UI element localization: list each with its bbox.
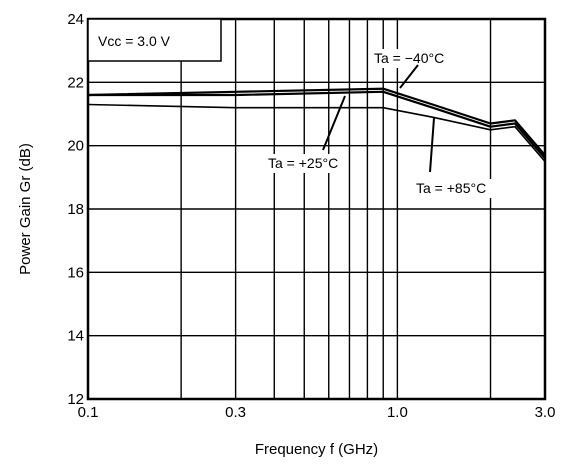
y-tick-label: 18 (67, 201, 84, 218)
x-tick-label: 0.1 (78, 404, 99, 421)
annotation-bg (265, 154, 347, 173)
annotation-label: Ta = +85°C (416, 180, 486, 196)
annotation-leader (322, 95, 346, 151)
annotation-bg (413, 179, 495, 198)
y-axis-label: Power Gain Gr (dB) (17, 143, 34, 275)
y-tick-label: 12 (67, 391, 84, 408)
tick-labels: 0.1 0.3 1.0 3.0 12 14 16 18 20 22 24 (67, 11, 555, 421)
series-line (88, 90, 546, 160)
annotation-bg (371, 49, 453, 68)
annotation-label: Ta = +25°C (268, 155, 338, 171)
x-tick-label: 3.0 (535, 404, 556, 421)
y-tick-label: 14 (67, 328, 84, 345)
plot-frame (86, 17, 547, 401)
y-tick-label: 22 (67, 74, 84, 91)
x-tick-label: 1.0 (387, 404, 408, 421)
y-tick-label: 24 (67, 11, 84, 28)
x-tick-label: 0.3 (225, 404, 246, 421)
series-layer (87, 87, 546, 163)
annotations: Ta = −40°C Ta = +25°C Ta = +85°C (265, 49, 495, 198)
x-axis-label: Frequency f (GHz) (255, 441, 378, 458)
y-tick-label: 16 (67, 264, 84, 281)
series-line (87, 103, 546, 163)
y-tick-label: 20 (67, 138, 84, 155)
annotation-label: Ta = −40°C (374, 50, 444, 66)
annotation-leader (399, 64, 419, 89)
annotation-leader (429, 117, 435, 173)
condition-label: Vcc = 3.0 V (98, 33, 171, 49)
series-line (87, 87, 546, 156)
condition-box: Vcc = 3.0 V (87, 18, 222, 62)
grid-lines (88, 19, 545, 399)
